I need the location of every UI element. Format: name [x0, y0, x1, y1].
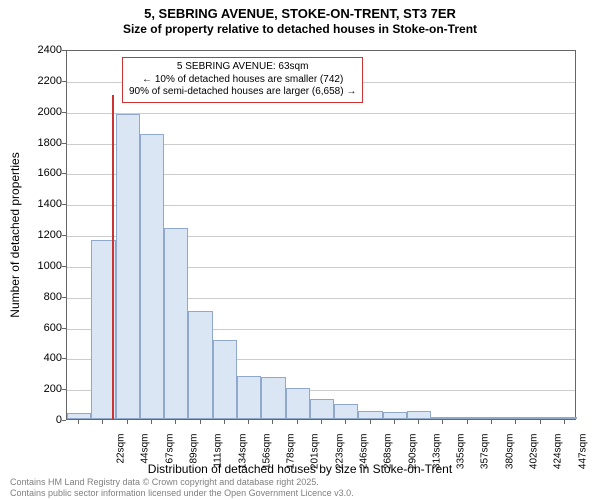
y-tick-mark	[62, 297, 66, 298]
histogram-bar	[456, 417, 480, 419]
histogram-bar	[237, 376, 261, 419]
histogram-bar	[67, 413, 91, 419]
x-tick-mark	[467, 420, 468, 424]
chart-container: 5, SEBRING AVENUE, STOKE-ON-TRENT, ST3 7…	[0, 0, 600, 500]
y-tick-mark	[62, 235, 66, 236]
y-tick-mark	[62, 328, 66, 329]
histogram-bar	[140, 134, 164, 419]
footer: Contains HM Land Registry data © Crown c…	[10, 477, 354, 498]
marker-line	[112, 95, 114, 419]
y-tick-label: 600	[22, 322, 62, 334]
histogram-bar	[310, 399, 334, 419]
x-tick-mark	[540, 420, 541, 424]
histogram-bar	[116, 114, 140, 419]
x-tick-mark	[370, 420, 371, 424]
y-tick-label: 1200	[22, 229, 62, 241]
footer-line2: Contains public sector information licen…	[10, 488, 354, 498]
x-tick-mark	[442, 420, 443, 424]
histogram-bar	[528, 417, 552, 419]
histogram-bar	[213, 340, 237, 419]
y-tick-label: 2200	[22, 75, 62, 87]
y-tick-mark	[62, 143, 66, 144]
x-tick-mark	[200, 420, 201, 424]
histogram-bar	[504, 417, 528, 419]
y-tick-label: 2000	[22, 106, 62, 118]
y-tick-mark	[62, 420, 66, 421]
histogram-bar	[286, 388, 310, 419]
x-tick-mark	[394, 420, 395, 424]
x-tick-mark	[78, 420, 79, 424]
y-tick-label: 400	[22, 352, 62, 364]
y-tick-label: 0	[22, 414, 62, 426]
annotation-line1: 5 SEBRING AVENUE: 63sqm	[129, 61, 356, 74]
y-tick-mark	[62, 112, 66, 113]
histogram-bar	[164, 228, 188, 419]
x-axis-label: Distribution of detached houses by size …	[0, 462, 600, 476]
annotation-line3: 90% of semi-detached houses are larger (…	[129, 86, 356, 99]
x-tick-mark	[151, 420, 152, 424]
y-tick-label: 1000	[22, 260, 62, 272]
y-tick-label: 1400	[22, 198, 62, 210]
histogram-bar	[383, 412, 407, 419]
y-tick-mark	[62, 50, 66, 51]
chart-title: 5, SEBRING AVENUE, STOKE-ON-TRENT, ST3 7…	[0, 0, 600, 22]
histogram-bar	[188, 311, 212, 419]
x-tick-mark	[175, 420, 176, 424]
y-tick-mark	[62, 389, 66, 390]
histogram-bar	[431, 417, 455, 419]
x-tick-mark	[297, 420, 298, 424]
histogram-bar	[334, 404, 358, 419]
x-tick-mark	[515, 420, 516, 424]
histogram-bar	[407, 411, 431, 419]
x-tick-mark	[321, 420, 322, 424]
annotation-line2: ← 10% of detached houses are smaller (74…	[129, 74, 356, 87]
histogram-bar	[358, 411, 382, 419]
histogram-bar	[480, 417, 504, 419]
x-tick-mark	[224, 420, 225, 424]
annotation-box: 5 SEBRING AVENUE: 63sqm ← 10% of detache…	[122, 57, 363, 103]
chart-subtitle: Size of property relative to detached ho…	[0, 22, 600, 36]
y-tick-label: 800	[22, 291, 62, 303]
gridline	[67, 113, 575, 114]
x-tick-mark	[127, 420, 128, 424]
x-tick-mark	[345, 420, 346, 424]
x-tick-mark	[564, 420, 565, 424]
histogram-bar	[553, 417, 577, 419]
y-tick-mark	[62, 204, 66, 205]
x-tick-mark	[272, 420, 273, 424]
y-tick-mark	[62, 173, 66, 174]
y-tick-mark	[62, 81, 66, 82]
x-tick-mark	[248, 420, 249, 424]
y-tick-label: 2400	[22, 44, 62, 56]
y-axis-label: Number of detached properties	[8, 152, 22, 317]
y-tick-label: 200	[22, 383, 62, 395]
plot-area: 5 SEBRING AVENUE: 63sqm ← 10% of detache…	[66, 50, 576, 420]
y-tick-mark	[62, 358, 66, 359]
footer-line1: Contains HM Land Registry data © Crown c…	[10, 477, 354, 487]
y-tick-label: 1800	[22, 137, 62, 149]
histogram-bar	[261, 377, 285, 419]
x-tick-mark	[102, 420, 103, 424]
y-tick-label: 1600	[22, 167, 62, 179]
y-tick-mark	[62, 266, 66, 267]
x-tick-mark	[491, 420, 492, 424]
x-tick-mark	[418, 420, 419, 424]
